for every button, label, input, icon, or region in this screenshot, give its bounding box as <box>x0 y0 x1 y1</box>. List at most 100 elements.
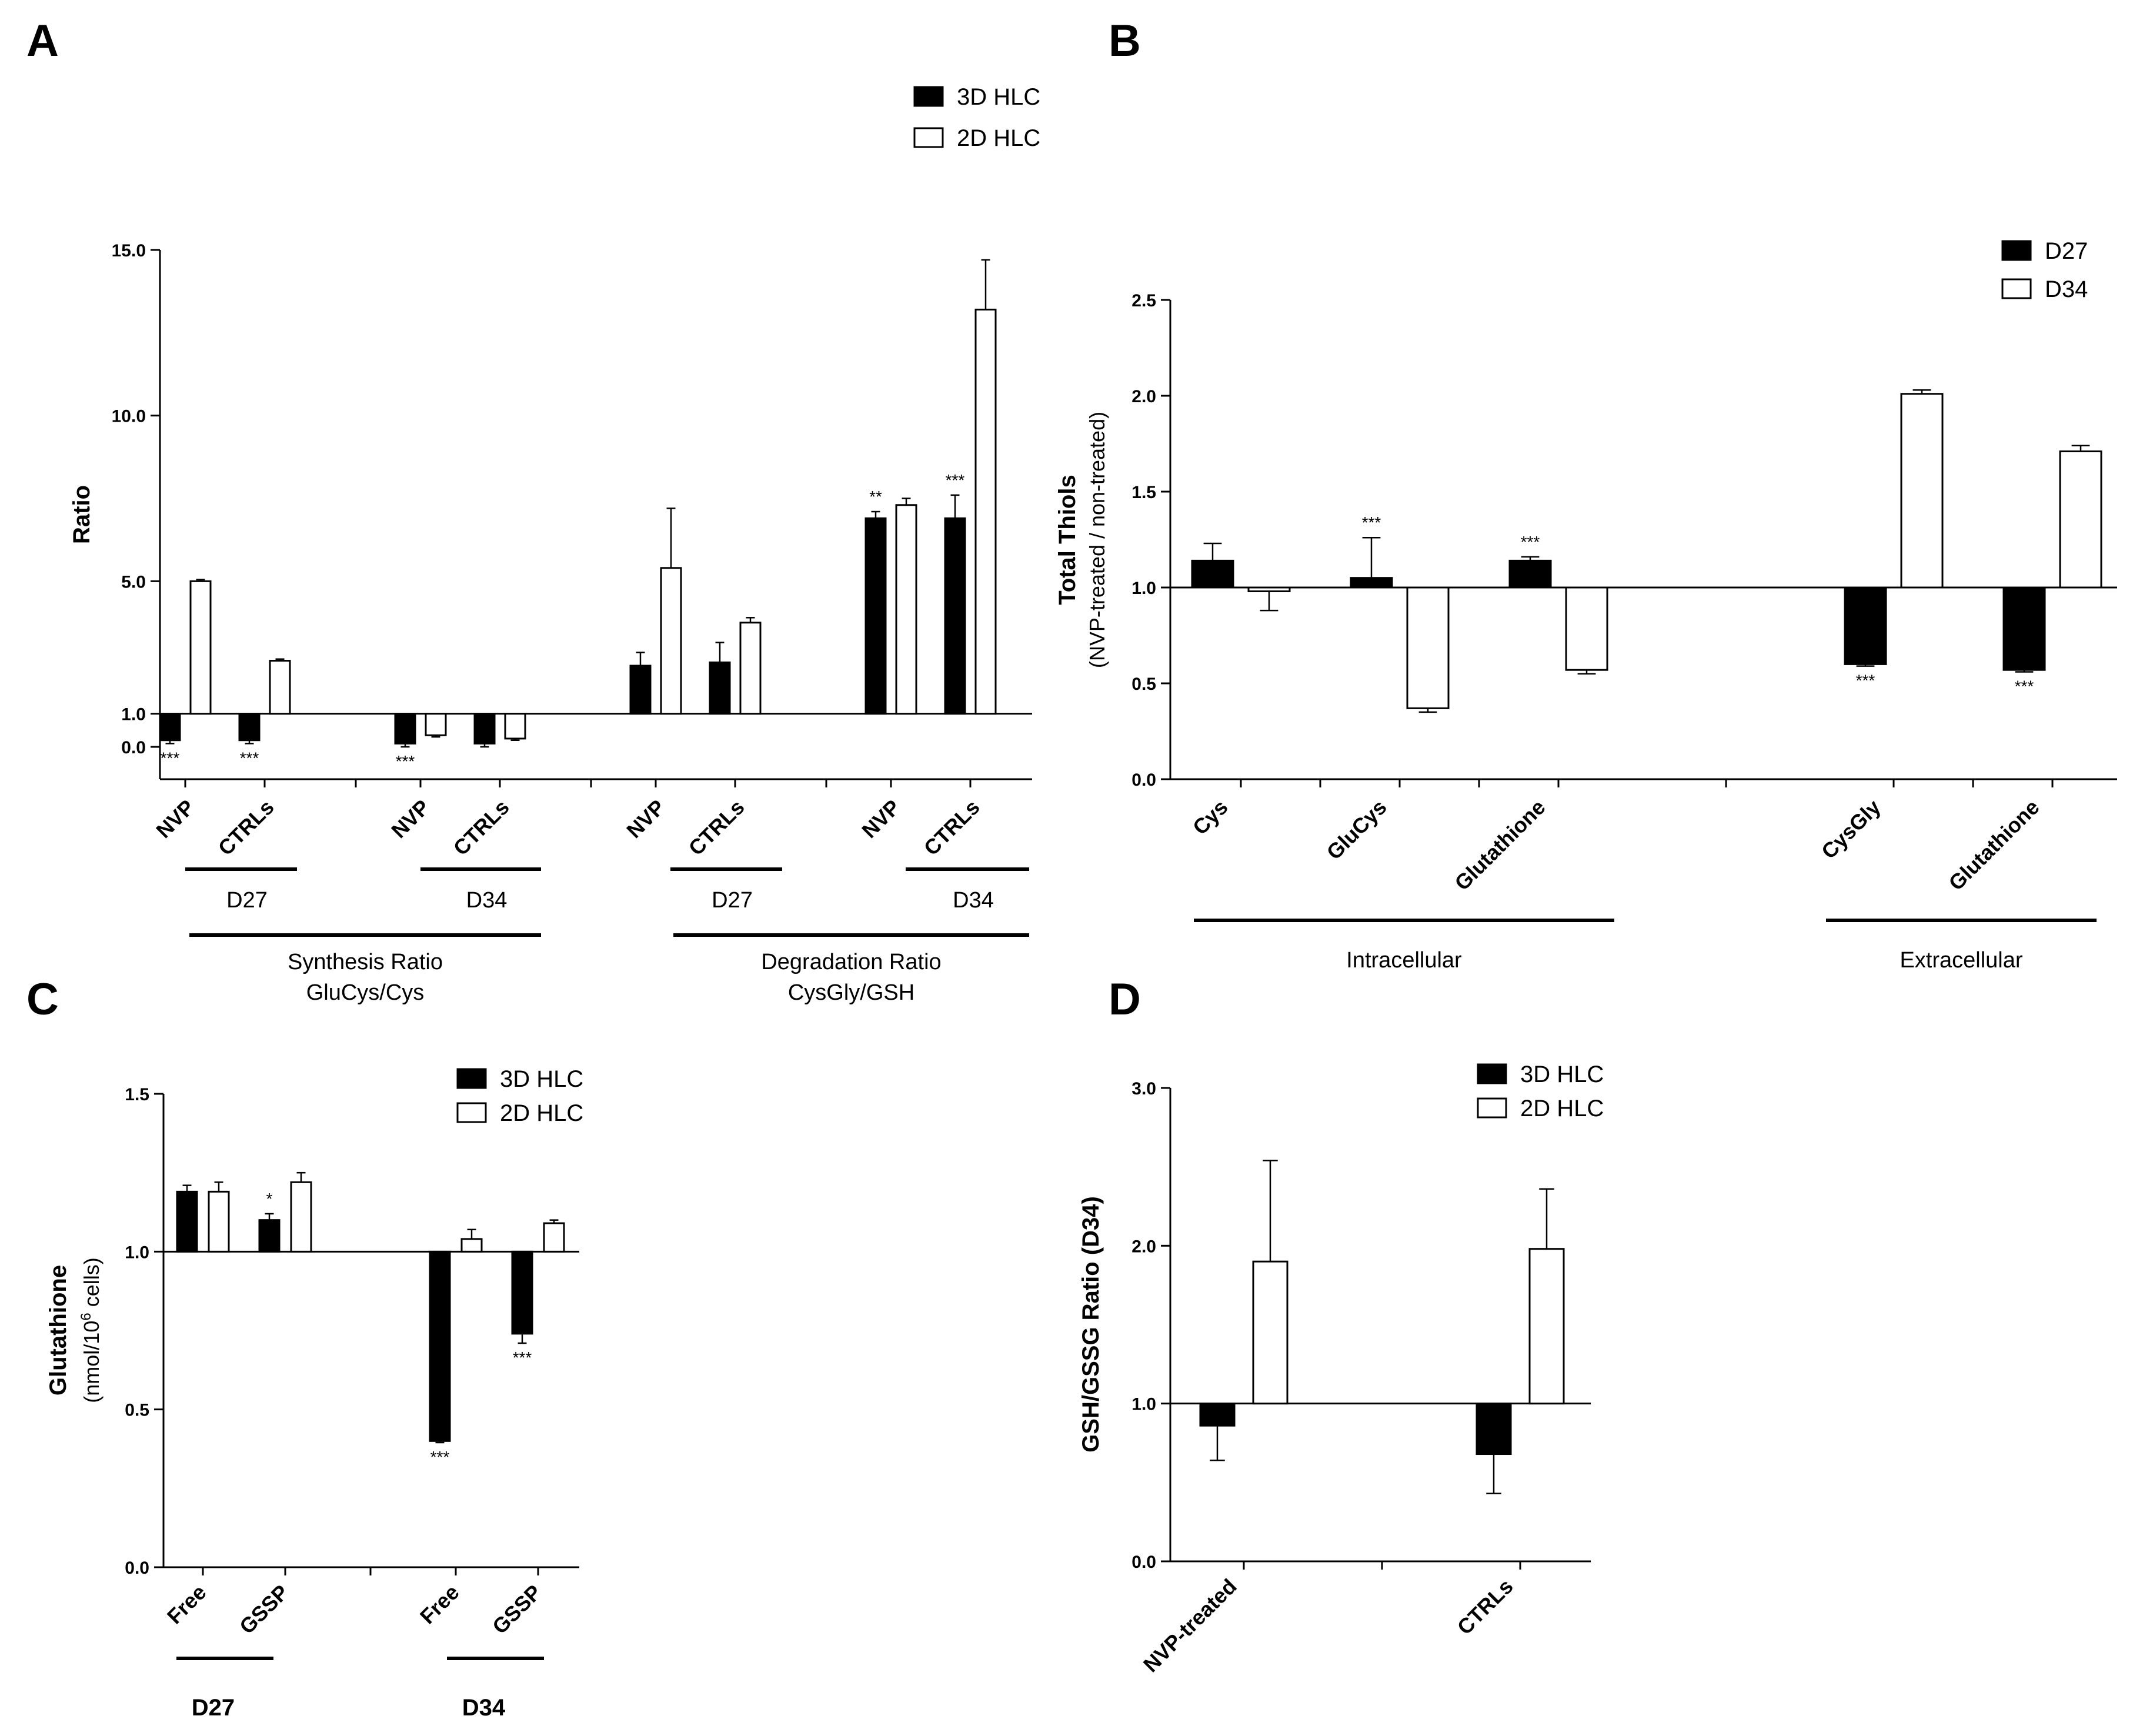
category-label: NVP <box>622 795 669 843</box>
bar <box>1565 586 1608 671</box>
bar <box>269 660 291 715</box>
y-tick-label: 1.0 <box>121 705 146 725</box>
legend-swatch <box>1477 1097 1507 1119</box>
category-label: Cys <box>1188 795 1233 840</box>
y-tick-label: 2.0 <box>1131 387 1156 406</box>
legend-swatch <box>2001 278 2032 299</box>
category-label: CTRLs <box>449 795 514 860</box>
bar <box>429 1250 451 1442</box>
subgroup-label: D27 <box>226 888 268 913</box>
bar <box>1199 1403 1236 1427</box>
bar <box>2059 450 2102 589</box>
bar <box>1476 1403 1512 1455</box>
bar <box>1844 586 1887 665</box>
y-axis-subtitle: (nmol/106 cells) <box>78 1257 104 1403</box>
subgroup-label: D27 <box>192 1695 235 1721</box>
legend-label: 2D HLC <box>500 1100 583 1126</box>
bar <box>660 567 682 715</box>
y-tick-label: 1.5 <box>1131 483 1156 502</box>
subgroup-label: D34 <box>466 888 508 913</box>
bar <box>629 665 652 715</box>
subgroup-label: D34 <box>462 1695 506 1721</box>
category-label: GSSP <box>488 1580 546 1639</box>
legend-label: 3D HLC <box>1520 1061 1604 1087</box>
bar <box>189 580 212 715</box>
y-tick-label: 1.0 <box>1131 1395 1156 1414</box>
legend-label: 2D HLC <box>1520 1096 1604 1121</box>
category-label: CysGly <box>1817 795 1885 864</box>
group-label: Extracellular <box>1900 948 2022 973</box>
category-label: GluCys <box>1322 795 1391 864</box>
category-label: NVP-treated <box>1139 1574 1241 1677</box>
bar <box>394 713 416 745</box>
y-tick-label: 1.0 <box>1131 579 1156 598</box>
group-label: GluCys/Cys <box>306 980 425 1005</box>
subgroup-label: D34 <box>953 888 994 913</box>
legend-swatch <box>913 127 944 148</box>
bar <box>2002 586 2046 671</box>
y-axis-title: GSH/GSSG Ratio (D34) <box>1078 1196 1104 1453</box>
category-label: CTRLs <box>1453 1574 1518 1640</box>
category-label: Free <box>162 1580 211 1629</box>
group-label: Intracellular <box>1346 948 1462 973</box>
significance-marker: *** <box>430 1448 450 1466</box>
legend-label: 2D HLC <box>957 125 1040 151</box>
category-label: CTRLs <box>213 795 279 860</box>
bar <box>1252 1260 1289 1405</box>
subgroup-label: D27 <box>712 888 753 913</box>
significance-marker: *** <box>1362 513 1381 532</box>
y-tick-label: 2.5 <box>1131 291 1156 311</box>
bar <box>543 1222 565 1253</box>
panel-d: D 3D HLC 2D HLC 0.0 1.0 2.0 3.0 GSH/GSSG Ratio … <box>1078 974 1604 1677</box>
y-tick-label: 15.0 <box>112 241 146 261</box>
category-label: NVP <box>151 795 199 843</box>
y-tick-label: 2.0 <box>1131 1237 1156 1256</box>
bar <box>944 517 966 715</box>
significance-marker: *** <box>946 471 965 489</box>
bar <box>709 661 731 715</box>
bar <box>159 713 181 742</box>
significance-marker: *** <box>1521 533 1540 551</box>
bar <box>425 713 447 736</box>
y-tick-label: 1.0 <box>125 1243 149 1262</box>
bar <box>1247 586 1291 593</box>
y-tick-label: 1.5 <box>125 1085 149 1104</box>
bar <box>1406 586 1450 709</box>
legend-label: D34 <box>2045 276 2088 302</box>
y-tick-label: 0.5 <box>125 1401 149 1420</box>
legend-swatch <box>913 86 944 107</box>
bar <box>974 308 997 715</box>
group-label: Degradation Ratio <box>761 950 941 974</box>
bar <box>864 517 887 715</box>
category-label: CTRLs <box>684 795 749 860</box>
panel-letter: A <box>26 16 59 66</box>
significance-marker: *** <box>240 749 259 767</box>
group-label: Synthesis Ratio <box>288 950 443 974</box>
bar <box>895 504 917 715</box>
legend-swatch <box>2001 240 2032 261</box>
bar <box>238 713 261 742</box>
group-label: CysGly/GSH <box>788 980 914 1005</box>
category-label: NVP <box>857 795 904 843</box>
y-tick-label: 0.5 <box>1131 675 1156 694</box>
category-label: Glutathione <box>1450 795 1550 895</box>
significance-marker: * <box>266 1190 273 1208</box>
bar <box>460 1238 483 1253</box>
legend-label: 3D HLC <box>957 84 1040 110</box>
significance-marker: *** <box>396 752 415 770</box>
bar <box>290 1181 312 1253</box>
y-tick-label: 0.0 <box>1131 1553 1156 1572</box>
panel-c: C 3D HLC 2D HLC 0.0 0.5 1.0 1.5 Glutathione (nmo… <box>26 974 583 1721</box>
legend-swatch <box>456 1068 487 1089</box>
bar <box>739 622 762 715</box>
y-tick-label: 10.0 <box>112 407 146 426</box>
category-label: NVP <box>386 795 434 843</box>
y-tick-label: 3.0 <box>1131 1079 1156 1099</box>
y-axis-title: Ratio <box>69 485 95 544</box>
bar <box>1528 1248 1565 1405</box>
significance-marker: *** <box>1856 672 1875 690</box>
category-label: GSSP <box>235 1580 293 1639</box>
bar <box>1350 577 1393 589</box>
category-label: Glutathione <box>1944 795 2044 895</box>
